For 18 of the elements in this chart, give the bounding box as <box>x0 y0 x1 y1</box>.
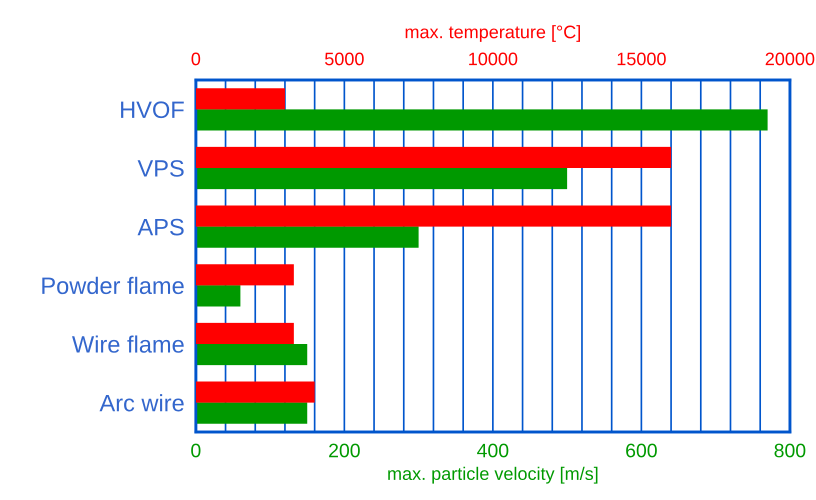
x2-tick-label: 15000 <box>618 52 666 66</box>
x2-tick-label: 20000 <box>766 52 814 66</box>
y-tick-label: HVOF <box>121 101 184 118</box>
y-tick-label: APS <box>138 218 184 236</box>
x-tick-label: 800 <box>774 444 806 458</box>
x-tick-label: 400 <box>477 444 508 458</box>
y-tick-label: Arc wire <box>100 394 184 412</box>
y-tick-label: VPS <box>138 160 184 177</box>
x2-tick-label: 0 <box>192 52 200 66</box>
x2-axis-title: max. temperature [°C] <box>406 25 580 42</box>
x-axis-title: max. particle velocity [m/s] <box>388 466 598 484</box>
x-tick-label: 600 <box>626 444 657 458</box>
x2-tick-label: 5000 <box>324 52 364 66</box>
y-tick-label: Wire flame <box>72 335 184 353</box>
x2-tick-label: 10000 <box>469 52 518 66</box>
x-tick-label: 200 <box>329 444 360 458</box>
y-tick-label: Powder flame <box>42 276 184 294</box>
x-tick-label: 0 <box>191 444 200 458</box>
